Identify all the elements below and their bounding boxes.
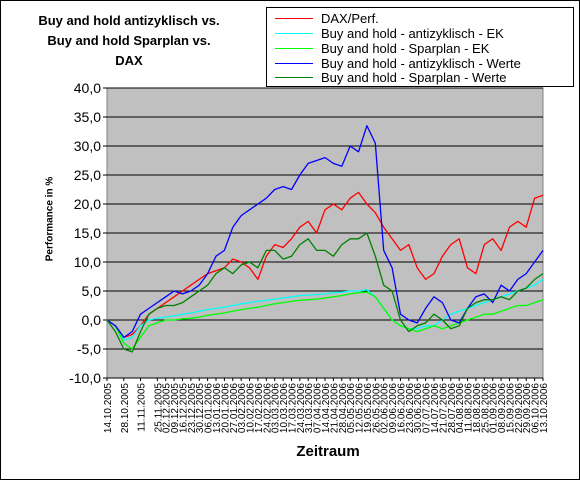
x-tick-label: 08.09.2006 bbox=[497, 383, 508, 433]
series-line bbox=[106, 232, 544, 353]
x-tick-label: 30.06.2006 bbox=[413, 383, 424, 433]
x-tick-label: 28.07.2006 bbox=[447, 383, 458, 433]
x-tick-label: 06.10.2006 bbox=[531, 383, 542, 433]
x-tick-label: 12.05.2006 bbox=[355, 383, 366, 433]
x-tick-label: 16.06.2006 bbox=[396, 383, 407, 433]
y-tick-label: 35,0 bbox=[74, 109, 101, 125]
x-tick-label: 24.03.2006 bbox=[296, 383, 307, 433]
x-tick-label: 18.08.2006 bbox=[472, 383, 483, 433]
y-tick-label: 10,0 bbox=[74, 254, 101, 270]
y-tick-label: 0,0 bbox=[82, 312, 102, 328]
x-tick-label: 06.01.2006 bbox=[204, 383, 215, 433]
legend-label: Buy and hold - antizyklisch - EK bbox=[321, 26, 504, 41]
x-tick-label: 27.01.2006 bbox=[229, 383, 240, 433]
legend-swatch bbox=[275, 18, 313, 19]
x-tick-label: 02.06.2006 bbox=[380, 383, 391, 433]
series-line bbox=[106, 278, 544, 341]
legend-label: Buy and hold - Sparplan - Werte bbox=[321, 70, 507, 85]
x-tick-label: 02.12.2005 bbox=[162, 383, 173, 433]
chart-title: Buy and hold antizyklisch vs. Buy and ho… bbox=[9, 11, 249, 71]
x-tick-label: 25.11.2005 bbox=[153, 383, 164, 433]
x-tick-label: 28.10.2005 bbox=[120, 383, 131, 433]
series-lines bbox=[106, 125, 544, 353]
x-tick-label: 11.11.2005 bbox=[137, 383, 148, 432]
x-tick-label: 14.07.2006 bbox=[430, 383, 441, 433]
x-tick-label: 11.08.2006 bbox=[464, 383, 475, 433]
chart-title-line: Buy and hold antizyklisch vs. bbox=[38, 13, 220, 28]
y-tick-label: 5,0 bbox=[82, 283, 102, 299]
y-tick-label: 20,0 bbox=[74, 196, 101, 212]
x-tick-label: 09.12.2005 bbox=[170, 383, 181, 433]
x-tick-label: 04.08.2006 bbox=[455, 383, 466, 433]
y-tick-label: 30,0 bbox=[74, 138, 101, 154]
x-tick-label: 20.01.2006 bbox=[220, 383, 231, 433]
x-tick-label: 23.12.2005 bbox=[187, 383, 198, 433]
x-tick-label: 21.07.2006 bbox=[438, 383, 449, 433]
legend-swatch bbox=[275, 77, 313, 78]
x-tick-label: 14.10.2005 bbox=[103, 383, 114, 433]
y-tick-label: -10,0 bbox=[69, 370, 101, 386]
legend: DAX/Perf. Buy and hold - antizyklisch - … bbox=[266, 7, 574, 87]
x-axis-label: Zeitraum bbox=[296, 443, 360, 460]
x-tick-label: 05.05.2006 bbox=[346, 383, 357, 433]
x-tick-label: 09.06.2006 bbox=[388, 383, 399, 433]
x-tick-label: 03.03.2006 bbox=[271, 383, 282, 433]
x-tick-label: 28.04.2006 bbox=[338, 383, 349, 433]
x-tick-label: 26.05.2006 bbox=[371, 383, 382, 433]
legend-swatch bbox=[275, 48, 313, 49]
x-tick-label: 10.03.2006 bbox=[279, 383, 290, 433]
y-tick-label: -5,0 bbox=[77, 341, 101, 357]
x-tick-label: 13.10.2006 bbox=[539, 383, 550, 433]
x-tick-label: 13.01.2006 bbox=[212, 383, 223, 433]
x-tick-label: 24.02.2006 bbox=[262, 383, 273, 433]
chart-title-line: Buy and hold Sparplan vs. bbox=[47, 33, 211, 48]
x-tick-label: 31.03.2006 bbox=[304, 383, 315, 433]
x-axis-ticks: 14.10.2005 28.10.2005 11.11.2005 25.11.2005… bbox=[103, 378, 550, 433]
x-tick-label: 30.12.2005 bbox=[195, 383, 206, 433]
y-axis-label: Performance in % bbox=[44, 176, 56, 262]
legend-label: Buy and hold - antizyklisch - Werte bbox=[321, 56, 521, 71]
x-tick-label: 15.09.2006 bbox=[505, 383, 516, 433]
x-tick-label: 23.06.2006 bbox=[405, 383, 416, 433]
x-tick-label: 07.07.2006 bbox=[422, 383, 433, 433]
x-tick-label: 29.09.2006 bbox=[522, 383, 533, 433]
x-tick-label: 25.08.2006 bbox=[480, 383, 491, 433]
y-tick-label: 15,0 bbox=[74, 225, 101, 241]
x-tick-label: 10.02.2006 bbox=[246, 383, 257, 433]
chart-title-line: DAX bbox=[115, 53, 143, 68]
legend-swatch bbox=[275, 33, 313, 34]
legend-label: DAX/Perf. bbox=[321, 11, 379, 26]
series-line bbox=[106, 291, 544, 350]
x-tick-label: 16.12.2005 bbox=[178, 383, 189, 433]
x-tick-label: 21.04.2006 bbox=[329, 383, 340, 433]
y-tick-label: 25,0 bbox=[74, 167, 101, 183]
x-tick-label: 14.04.2006 bbox=[321, 383, 332, 433]
grid-lines bbox=[107, 87, 543, 379]
x-tick-label: 22.09.2006 bbox=[514, 383, 525, 433]
x-tick-label: 03.02.2006 bbox=[237, 383, 248, 433]
x-tick-label: 17.03.2006 bbox=[287, 383, 298, 433]
x-tick-label: 17.02.2006 bbox=[254, 383, 265, 433]
x-tick-label: 07.04.2006 bbox=[313, 383, 324, 433]
series-line bbox=[106, 125, 544, 339]
y-tick-label: 40,0 bbox=[74, 80, 101, 96]
legend-label: Buy and hold - Sparplan - EK bbox=[321, 41, 490, 56]
x-tick-label: 19.05.2006 bbox=[363, 383, 374, 433]
legend-swatch bbox=[275, 63, 313, 64]
y-axis-ticks: -10,0 -5,0 0,0 5,0 10,0 15,0 20,0 25,0 30,0 35,0 4… bbox=[69, 80, 107, 386]
x-tick-label: 01.09.2006 bbox=[489, 383, 500, 433]
